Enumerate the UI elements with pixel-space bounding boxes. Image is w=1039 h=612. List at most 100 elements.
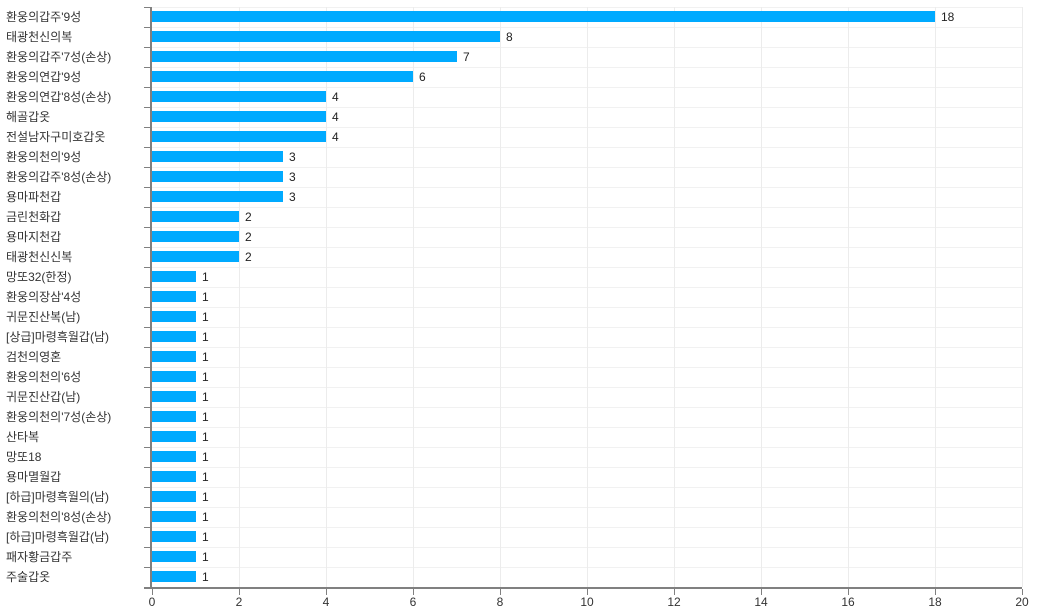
y-axis-tick	[144, 267, 150, 268]
y-axis	[150, 7, 152, 589]
value-label: 1	[202, 310, 209, 324]
bar[interactable]	[152, 371, 196, 382]
bar[interactable]	[152, 331, 196, 342]
y-axis-tick	[144, 387, 150, 388]
bar[interactable]	[152, 11, 935, 22]
x-axis-tick	[761, 589, 762, 595]
y-axis-tick	[144, 87, 150, 88]
bar[interactable]	[152, 471, 196, 482]
value-label: 3	[289, 170, 296, 184]
category-label: 해골갑옷	[6, 110, 51, 124]
bar[interactable]	[152, 231, 239, 242]
x-tick-label: 20	[1015, 595, 1029, 609]
y-axis-tick	[144, 447, 150, 448]
category-label: 검천의영혼	[6, 350, 62, 364]
bar[interactable]	[152, 71, 413, 82]
bar[interactable]	[152, 571, 196, 582]
y-axis-tick	[144, 547, 150, 548]
v-gridline	[935, 7, 936, 587]
v-gridline	[848, 7, 849, 587]
category-label: 주술갑옷	[6, 570, 51, 584]
value-label: 4	[332, 110, 339, 124]
bar[interactable]	[152, 551, 196, 562]
value-label: 2	[245, 210, 252, 224]
y-axis-tick	[144, 347, 150, 348]
value-label: 1	[202, 450, 209, 464]
y-axis-tick	[144, 187, 150, 188]
bar[interactable]	[152, 251, 239, 262]
y-axis-tick	[144, 127, 150, 128]
bar[interactable]	[152, 191, 283, 202]
category-label: 용마멸월갑	[6, 470, 62, 484]
value-label: 1	[202, 490, 209, 504]
value-label: 1	[202, 530, 209, 544]
v-gridline	[239, 7, 240, 587]
x-tick-label: 8	[496, 595, 504, 609]
x-axis-tick	[239, 589, 240, 595]
v-gridline	[413, 7, 414, 587]
x-axis-tick	[587, 589, 588, 595]
x-axis-tick	[1022, 589, 1023, 595]
bar[interactable]	[152, 291, 196, 302]
category-label: 환웅의천의'6성	[6, 370, 82, 384]
value-label: 8	[506, 30, 513, 44]
bar[interactable]	[152, 91, 326, 102]
x-tick-label: 16	[841, 595, 855, 609]
category-label: 환웅의갑주'8성(손상)	[6, 170, 112, 184]
bar[interactable]	[152, 351, 196, 362]
value-label: 1	[202, 430, 209, 444]
category-label: 귀문진산복(남)	[6, 310, 81, 324]
bar[interactable]	[152, 311, 196, 322]
category-label: 환웅의갑주'9성	[6, 10, 82, 24]
bar[interactable]	[152, 491, 196, 502]
bar[interactable]	[152, 271, 196, 282]
y-axis-tick	[144, 407, 150, 408]
y-axis-tick	[144, 367, 150, 368]
bar[interactable]	[152, 111, 326, 122]
bar[interactable]	[152, 171, 283, 182]
category-label: [하급]마령흑월갑(남)	[6, 530, 109, 544]
category-label: 환웅의연갑'9성	[6, 70, 82, 84]
value-label: 1	[202, 550, 209, 564]
bar[interactable]	[152, 411, 196, 422]
value-label: 1	[202, 270, 209, 284]
bar[interactable]	[152, 511, 196, 522]
category-label: 환웅의천의'7성(손상)	[6, 410, 112, 424]
x-tick-label: 2	[235, 595, 243, 609]
value-label: 4	[332, 90, 339, 104]
y-axis-tick	[144, 227, 150, 228]
y-axis-tick	[144, 427, 150, 428]
value-label: 1	[202, 290, 209, 304]
y-axis-tick	[144, 307, 150, 308]
y-axis-tick	[144, 167, 150, 168]
y-axis-tick	[144, 327, 150, 328]
x-axis-tick	[848, 589, 849, 595]
x-axis-tick	[413, 589, 414, 595]
value-label: 1	[202, 510, 209, 524]
y-axis-tick	[144, 287, 150, 288]
bar[interactable]	[152, 431, 196, 442]
x-axis-tick	[674, 589, 675, 595]
x-axis-tick	[500, 589, 501, 595]
y-axis-tick	[144, 507, 150, 508]
bar[interactable]	[152, 51, 457, 62]
bar[interactable]	[152, 131, 326, 142]
category-label: 환웅의천의'8성(손상)	[6, 510, 112, 524]
bar[interactable]	[152, 151, 283, 162]
bar[interactable]	[152, 451, 196, 462]
bar[interactable]	[152, 211, 239, 222]
x-axis	[144, 587, 1022, 589]
y-axis-tick	[144, 47, 150, 48]
value-label: 1	[202, 410, 209, 424]
value-label: 4	[332, 130, 339, 144]
category-label: 환웅의장삼'4성	[6, 290, 82, 304]
bar[interactable]	[152, 531, 196, 542]
bar[interactable]	[152, 31, 500, 42]
category-label: 패자황금갑주	[6, 550, 73, 564]
category-label: [상급]마령흑월갑(남)	[6, 330, 109, 344]
bar[interactable]	[152, 391, 196, 402]
x-tick-label: 6	[409, 595, 417, 609]
category-label: 환웅의연갑'8성(손상)	[6, 90, 112, 104]
value-label: 1	[202, 370, 209, 384]
